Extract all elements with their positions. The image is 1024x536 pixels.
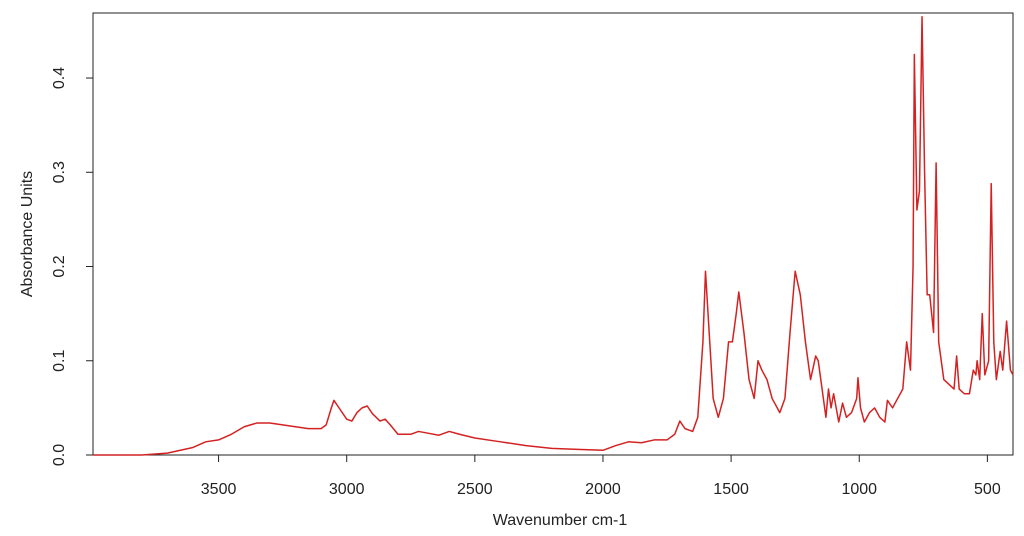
y-tick-label: 0.4 xyxy=(51,67,68,89)
y-axis-title: Absorbance Units xyxy=(19,171,36,297)
x-tick-label: 1000 xyxy=(841,481,877,498)
x-tick-label: 3000 xyxy=(329,481,365,498)
x-tick-label: 2000 xyxy=(585,481,621,498)
y-tick-label: 0.3 xyxy=(51,161,68,183)
x-tick-label: 1500 xyxy=(713,481,749,498)
x-tick-label: 500 xyxy=(974,481,1001,498)
spectrum-line xyxy=(93,16,1014,456)
x-axis-title: Wavenumber cm-1 xyxy=(493,512,628,529)
y-tick-label: 0.0 xyxy=(51,444,68,466)
y-tick-label: 0.2 xyxy=(51,255,68,277)
x-tick-label: 3500 xyxy=(201,481,237,498)
x-tick-label: 2500 xyxy=(457,481,493,498)
y-tick-label: 0.1 xyxy=(51,350,68,372)
plot-frame xyxy=(92,12,1014,456)
